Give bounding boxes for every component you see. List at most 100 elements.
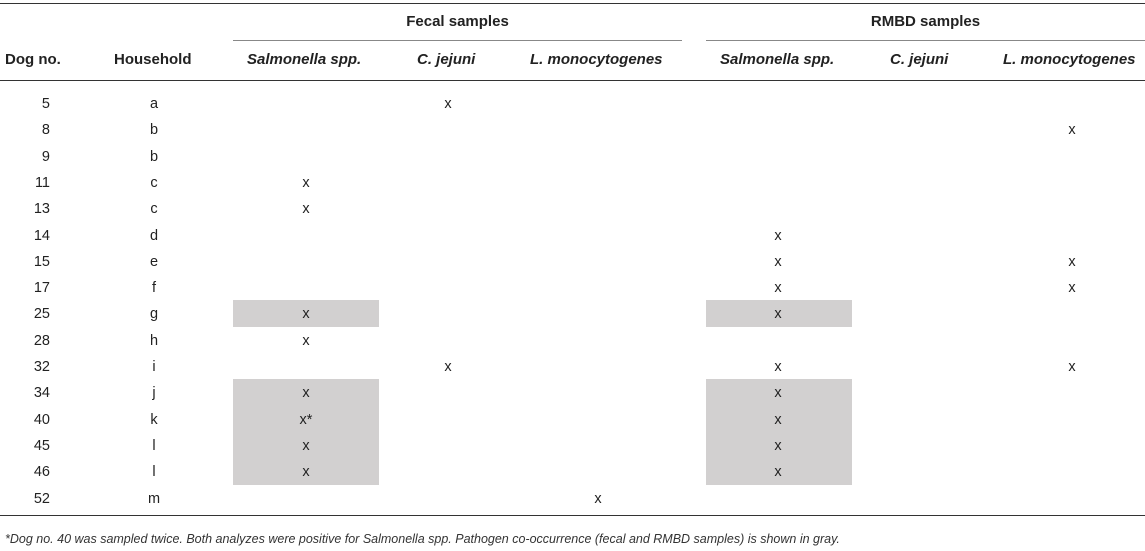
- cell-rmbd-salmonella: x: [774, 437, 782, 454]
- group-rule-fecal: [233, 40, 682, 41]
- table-row: 28 h x: [0, 328, 1145, 354]
- cell-rmbd-salmonella: [738, 196, 818, 222]
- table-row: 25 g x x: [0, 301, 1145, 327]
- cell-rmbd-listeria: x: [1068, 280, 1076, 297]
- cell-dog-no: 25: [33, 306, 50, 323]
- cell-rmbd-cjejuni: [880, 249, 960, 275]
- cell-rmbd-cjejuni: [880, 223, 960, 249]
- cell-fecal-salmonella: x: [302, 306, 310, 323]
- cell-fecal-listeria: [558, 354, 638, 380]
- cell-dog-no: 45: [33, 437, 50, 454]
- cell-rmbd-cjejuni: [880, 407, 960, 433]
- cell-fecal-salmonella: [266, 223, 346, 249]
- table-row: 13 c x: [0, 196, 1145, 222]
- cell-rmbd-cjejuni: [880, 275, 960, 301]
- cell-rmbd-listeria: [1032, 328, 1112, 354]
- cell-fecal-listeria: [558, 170, 638, 196]
- cell-household: m: [147, 490, 161, 507]
- cell-fecal-cjejuni: [408, 380, 488, 406]
- cell-fecal-cjejuni: [408, 328, 488, 354]
- cell-fecal-listeria: [558, 459, 638, 485]
- cell-rmbd-salmonella: [738, 486, 818, 512]
- cell-rmbd-salmonella: [738, 117, 818, 143]
- cell-rmbd-listeria: x: [1068, 359, 1076, 375]
- cell-dog-no: 13: [33, 201, 50, 218]
- cell-fecal-cjejuni: [408, 196, 488, 222]
- col-header-rmbd-cjejuni: C. jejuni: [890, 51, 949, 68]
- cell-rmbd-listeria: [1032, 144, 1112, 170]
- cell-fecal-cjejuni: [408, 249, 488, 275]
- table-footnote: *Dog no. 40 was sampled twice. Both anal…: [5, 532, 840, 546]
- cell-fecal-listeria: [558, 407, 638, 433]
- cell-fecal-salmonella: x: [302, 201, 310, 218]
- cell-rmbd-listeria: [1032, 91, 1112, 117]
- cell-fecal-salmonella: [266, 354, 346, 380]
- cell-household: g: [149, 306, 159, 323]
- cell-fecal-salmonella: [266, 117, 346, 143]
- table-row: 34 j x x: [0, 380, 1145, 406]
- cell-rmbd-cjejuni: [880, 486, 960, 512]
- table-row: 40 k x* x: [0, 407, 1145, 433]
- cell-fecal-cjejuni: [408, 459, 488, 485]
- table-row: 46 l x x: [0, 459, 1145, 485]
- cell-fecal-salmonella: [266, 91, 346, 117]
- cell-fecal-listeria: [558, 433, 638, 459]
- cell-rmbd-salmonella: x: [774, 227, 782, 244]
- cell-rmbd-listeria: x: [1068, 122, 1076, 139]
- cell-dog-no: 17: [33, 280, 50, 297]
- cell-fecal-salmonella: x: [302, 174, 310, 191]
- cell-dog-no: 11: [34, 174, 50, 191]
- table-row: 11 c x: [0, 170, 1145, 196]
- cell-fecal-salmonella: x*: [299, 411, 313, 428]
- cell-rmbd-salmonella: [738, 91, 818, 117]
- shade-block-fecal: [233, 300, 379, 328]
- cell-rmbd-salmonella: x: [774, 411, 782, 428]
- cell-household: a: [149, 96, 159, 112]
- cell-fecal-cjejuni: [408, 144, 488, 170]
- cell-rmbd-listeria: [1032, 196, 1112, 222]
- table-row: 15 e x x: [0, 249, 1145, 275]
- cell-fecal-listeria: [558, 196, 638, 222]
- col-header-dog-no: Dog no.: [5, 51, 61, 68]
- cell-household: k: [150, 411, 158, 428]
- cell-rmbd-cjejuni: [880, 170, 960, 196]
- cell-rmbd-salmonella: x: [774, 253, 782, 270]
- cell-dog-no: 28: [33, 332, 50, 349]
- col-header-rmbd-salmonella: Salmonella spp.: [720, 51, 835, 68]
- cell-fecal-salmonella: [266, 275, 346, 301]
- cell-household: c: [150, 201, 158, 218]
- cell-fecal-listeria: [558, 275, 638, 301]
- cell-rmbd-cjejuni: [880, 328, 960, 354]
- cell-household: c: [150, 174, 158, 191]
- bottom-rule: [0, 515, 1145, 516]
- cell-fecal-salmonella: [266, 486, 346, 512]
- cell-rmbd-salmonella: [738, 144, 818, 170]
- cell-rmbd-listeria: [1032, 433, 1112, 459]
- col-header-fecal-listeria: L. monocytogenes: [530, 51, 663, 68]
- cell-fecal-listeria: x: [594, 490, 602, 507]
- cell-rmbd-cjejuni: [880, 354, 960, 380]
- table-row: 5 a x: [0, 91, 1145, 117]
- col-header-rmbd-listeria: L. monocytogenes: [1003, 51, 1136, 68]
- header-rule: [0, 80, 1145, 81]
- cell-dog-no: 15: [33, 253, 50, 270]
- cell-rmbd-salmonella: x: [774, 359, 782, 375]
- group-header-rmbd: RMBD samples: [870, 13, 981, 30]
- group-rule-rmbd: [706, 40, 1145, 41]
- cell-household: h: [149, 332, 159, 349]
- cell-rmbd-listeria: [1032, 459, 1112, 485]
- cell-household: j: [152, 385, 156, 402]
- cell-dog-no: 14: [33, 227, 50, 244]
- cell-rmbd-cjejuni: [880, 144, 960, 170]
- cell-fecal-cjejuni: [408, 433, 488, 459]
- cell-dog-no: 34: [33, 385, 50, 402]
- cell-rmbd-salmonella: x: [774, 385, 782, 402]
- cell-dog-no: 52: [33, 490, 50, 507]
- cell-dog-no: 46: [33, 464, 50, 481]
- cell-fecal-listeria: [558, 91, 638, 117]
- cell-fecal-cjejuni: x: [444, 96, 452, 112]
- cell-fecal-listeria: [558, 380, 638, 406]
- cell-rmbd-salmonella: x: [774, 464, 782, 481]
- cell-rmbd-cjejuni: [880, 301, 960, 327]
- cell-fecal-cjejuni: [408, 407, 488, 433]
